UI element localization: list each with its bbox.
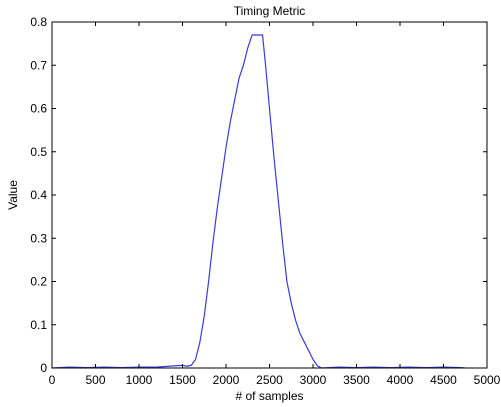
y-tick-label: 0.2 (30, 275, 47, 289)
x-tick-label: 1000 (126, 373, 153, 387)
x-tick-label: 2000 (213, 373, 240, 387)
chart-title: Timing Metric (234, 4, 306, 18)
x-tick-label: 3500 (343, 373, 370, 387)
y-tick-label: 0.3 (30, 231, 47, 245)
x-tick-label: 0 (49, 373, 56, 387)
x-tick-label: 5000 (474, 373, 501, 387)
x-tick-label: 4000 (387, 373, 414, 387)
x-tick-label: 3000 (300, 373, 327, 387)
x-axis-label: # of samples (235, 389, 303, 403)
x-tick-label: 500 (85, 373, 105, 387)
y-tick-label: 0.5 (30, 145, 47, 159)
y-tick-label: 0.1 (30, 318, 47, 332)
x-tick-label: 4500 (430, 373, 457, 387)
y-axis-label: Value (6, 180, 20, 210)
x-ticks: 0 500 1000 1500 2000 2500 3000 3500 4000 4500 5000 (49, 22, 501, 387)
y-tick-label: 0.4 (30, 188, 47, 202)
y-tick-label: 0.6 (30, 102, 47, 116)
x-tick-label: 1500 (169, 373, 196, 387)
y-tick-label: 0.8 (30, 15, 47, 29)
y-ticks: 0 0.1 0.2 0.3 0.4 0.5 0.6 0.7 0.8 (30, 15, 487, 375)
y-tick-label: 0.7 (30, 58, 47, 72)
y-tick-label: 0 (40, 361, 47, 375)
x-tick-label: 2500 (256, 373, 283, 387)
plot-background (52, 22, 487, 368)
